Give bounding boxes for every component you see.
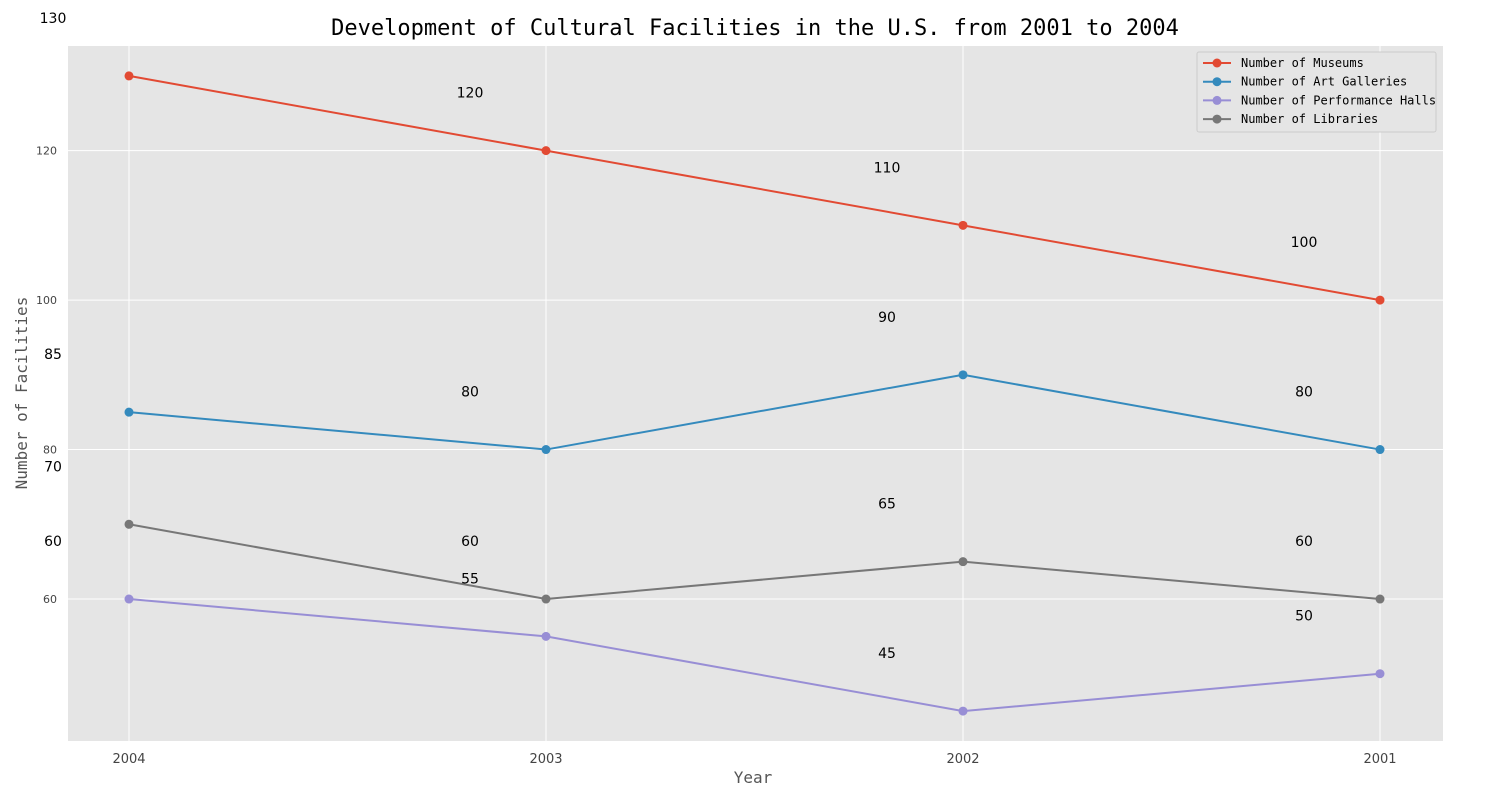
data-point [124, 594, 134, 604]
data-point [541, 146, 551, 156]
x-tick-label: 2003 [529, 752, 562, 767]
data-label: 90 [878, 310, 896, 326]
y-tick-label: 120 [36, 145, 57, 158]
data-point [958, 220, 968, 230]
data-label: 50 [1295, 609, 1313, 625]
x-tick-label: 2001 [1363, 752, 1396, 767]
series-2 [124, 594, 1385, 716]
data-point [1375, 594, 1385, 604]
data-label: 100 [1291, 235, 1318, 251]
y-tick-label: 60 [43, 593, 57, 606]
series-0 [124, 71, 1385, 305]
data-label: 85 [44, 347, 62, 363]
y-axis-label: Number of Facilities [12, 297, 31, 490]
x-axis-label: Year [734, 768, 773, 787]
legend-item: Number of Art Galleries [1203, 75, 1407, 89]
y-ticks: 60 80 100 120 [36, 145, 57, 606]
data-point [958, 370, 968, 380]
legend-item: Number of Performance Halls [1203, 93, 1436, 107]
data-point [541, 445, 551, 455]
data-label: 45 [878, 646, 896, 662]
legend-item: Number of Museums [1203, 56, 1364, 70]
data-point [124, 71, 134, 81]
legend-label: Number of Museums [1241, 56, 1364, 70]
legend-label: Number of Art Galleries [1241, 75, 1407, 89]
plot-background [68, 46, 1443, 741]
legend-marker [1212, 95, 1222, 105]
legend: Number of Museums Number of Art Galleries… [1196, 51, 1437, 133]
data-label: 80 [1295, 385, 1313, 401]
series-3 [124, 519, 1385, 604]
legend-marker [1212, 114, 1222, 124]
data-label: 55 [461, 571, 479, 587]
series-line [128, 373, 1381, 451]
legend-label: Number of Libraries [1241, 112, 1378, 126]
data-label: 70 [44, 459, 62, 475]
data-point [1375, 445, 1385, 455]
legend-marker [1212, 77, 1222, 87]
series-line [128, 598, 1381, 713]
data-label: 60 [461, 534, 479, 550]
legend-item: Number of Libraries [1203, 112, 1378, 126]
legend-box [1196, 51, 1437, 133]
data-label: 60 [44, 534, 62, 550]
y-tick-label: 80 [43, 444, 57, 457]
grid-lines [68, 46, 1443, 741]
series-line [128, 74, 1381, 302]
data-point [958, 557, 968, 567]
x-ticks: 2004 2003 2002 2001 [112, 752, 1396, 767]
data-label: 130 [40, 11, 67, 27]
x-tick-label: 2004 [112, 752, 145, 767]
data-point [124, 519, 134, 529]
series-layer [124, 71, 1385, 716]
series-1 [124, 370, 1385, 455]
data-label: 80 [461, 385, 479, 401]
legend-marker [1212, 58, 1222, 68]
data-label: 60 [1295, 534, 1313, 550]
data-label: 65 [878, 497, 896, 513]
data-point [1375, 669, 1385, 679]
legend-label: Number of Performance Halls [1241, 93, 1436, 107]
data-point [1375, 295, 1385, 305]
data-labels: 130 120 110 100 85 80 90 80 70 60 65 60 60 55 45 50 [40, 11, 1318, 662]
chart-title: Development of Cultural Facilities in th… [331, 16, 1179, 41]
data-point [541, 631, 551, 641]
data-point [958, 706, 968, 716]
data-point [541, 594, 551, 604]
series-line [128, 523, 1381, 601]
data-label: 120 [457, 86, 484, 102]
data-point [124, 407, 134, 417]
data-label: 110 [874, 160, 901, 176]
x-tick-label: 2002 [946, 752, 979, 767]
y-tick-label: 100 [36, 294, 57, 307]
